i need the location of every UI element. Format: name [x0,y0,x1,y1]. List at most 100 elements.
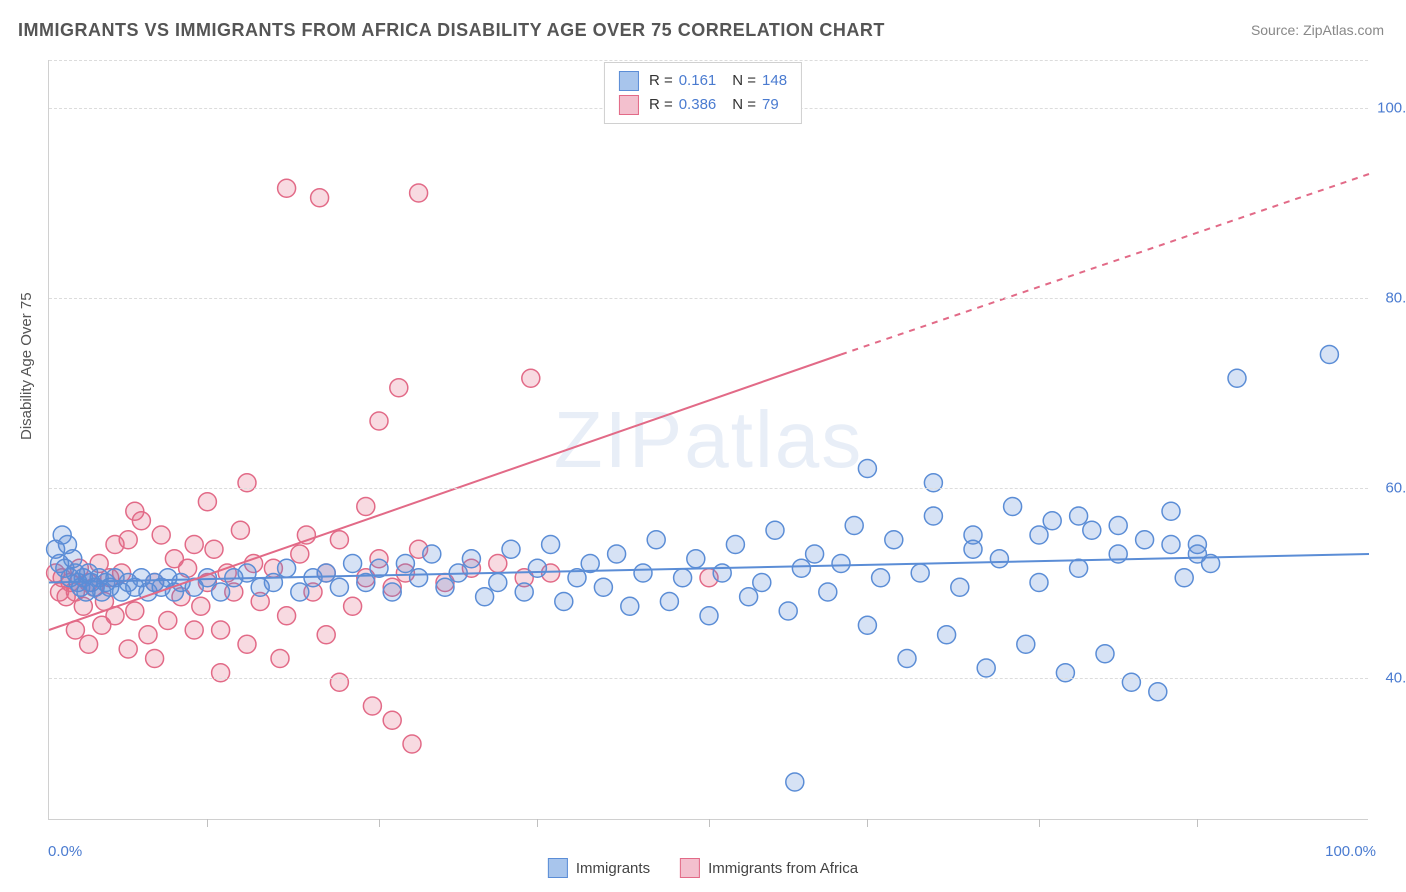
data-point [786,773,804,791]
data-point [977,659,995,677]
data-point [370,412,388,430]
data-point [212,583,230,601]
source-label: Source: ZipAtlas.com [1251,22,1384,38]
data-point [990,550,1008,568]
data-point [1004,498,1022,516]
data-point [291,545,309,563]
data-point [436,578,454,596]
legend-swatch [619,95,639,115]
legend-swatch [548,858,568,878]
data-point [766,521,784,539]
data-point [700,607,718,625]
data-point [845,517,863,535]
data-point [330,673,348,691]
data-point [231,521,249,539]
data-point [1162,536,1180,554]
data-point [278,179,296,197]
data-point [1320,346,1338,364]
data-point [278,607,296,625]
data-point [858,460,876,478]
gridline [49,298,1368,299]
data-point [330,531,348,549]
trend-line-extrapolated [841,174,1369,355]
data-point [198,493,216,511]
data-point [330,578,348,596]
data-point [212,621,230,639]
data-point [264,574,282,592]
data-point [159,612,177,630]
data-point [344,597,362,615]
legend-swatch [680,858,700,878]
data-point [344,555,362,573]
data-point [146,650,164,668]
data-point [106,536,124,554]
data-point [311,189,329,207]
data-point [152,526,170,544]
data-point [185,536,203,554]
y-tick-label: 80.0% [1385,289,1406,306]
data-point [792,559,810,577]
data-point [383,711,401,729]
data-point [726,536,744,554]
data-point [1109,517,1127,535]
chart-svg [49,60,1368,819]
data-point [964,540,982,558]
data-point [832,555,850,573]
chart-title: IMMIGRANTS VS IMMIGRANTS FROM AFRICA DIS… [18,20,885,41]
data-point [924,474,942,492]
data-point [806,545,824,563]
data-point [911,564,929,582]
x-tick [1039,819,1040,827]
data-point [363,697,381,715]
data-point [126,502,144,520]
data-point [660,593,678,611]
data-point [1162,502,1180,520]
data-point [212,664,230,682]
data-point [291,583,309,601]
data-point [819,583,837,601]
x-tick [207,819,208,827]
data-point [192,597,210,615]
y-tick-label: 60.0% [1385,479,1406,496]
legend-text: R =0.161N =148 [649,69,787,93]
data-point [924,507,942,525]
data-point [403,735,421,753]
x-tick [379,819,380,827]
data-point [410,184,428,202]
data-point [317,626,335,644]
data-point [1188,545,1206,563]
data-point [1043,512,1061,530]
data-point [489,574,507,592]
data-point [502,540,520,558]
data-point [740,588,758,606]
data-point [278,559,296,577]
data-point [357,498,375,516]
data-point [271,650,289,668]
data-point [1017,635,1035,653]
x-tick [867,819,868,827]
x-max-label: 100.0% [1325,843,1376,860]
data-point [1149,683,1167,701]
data-point [317,564,335,582]
data-point [779,602,797,620]
data-point [687,550,705,568]
x-tick [1197,819,1198,827]
data-point [1228,369,1246,387]
legend-label: Immigrants [576,860,650,877]
legend-item: Immigrants from Africa [680,858,858,878]
y-axis-title: Disability Age Over 75 [18,292,35,440]
data-point [1070,507,1088,525]
plot-area: ZIPatlas 40.0%60.0%80.0%100.0% [48,60,1368,820]
data-point [938,626,956,644]
series-legend: Immigrants Immigrants from Africa [548,858,858,878]
gridline [49,488,1368,489]
data-point [1122,673,1140,691]
data-point [594,578,612,596]
data-point [542,536,560,554]
data-point [185,621,203,639]
data-point [1083,521,1101,539]
data-point [634,564,652,582]
data-point [423,545,441,563]
data-point [621,597,639,615]
data-point [898,650,916,668]
